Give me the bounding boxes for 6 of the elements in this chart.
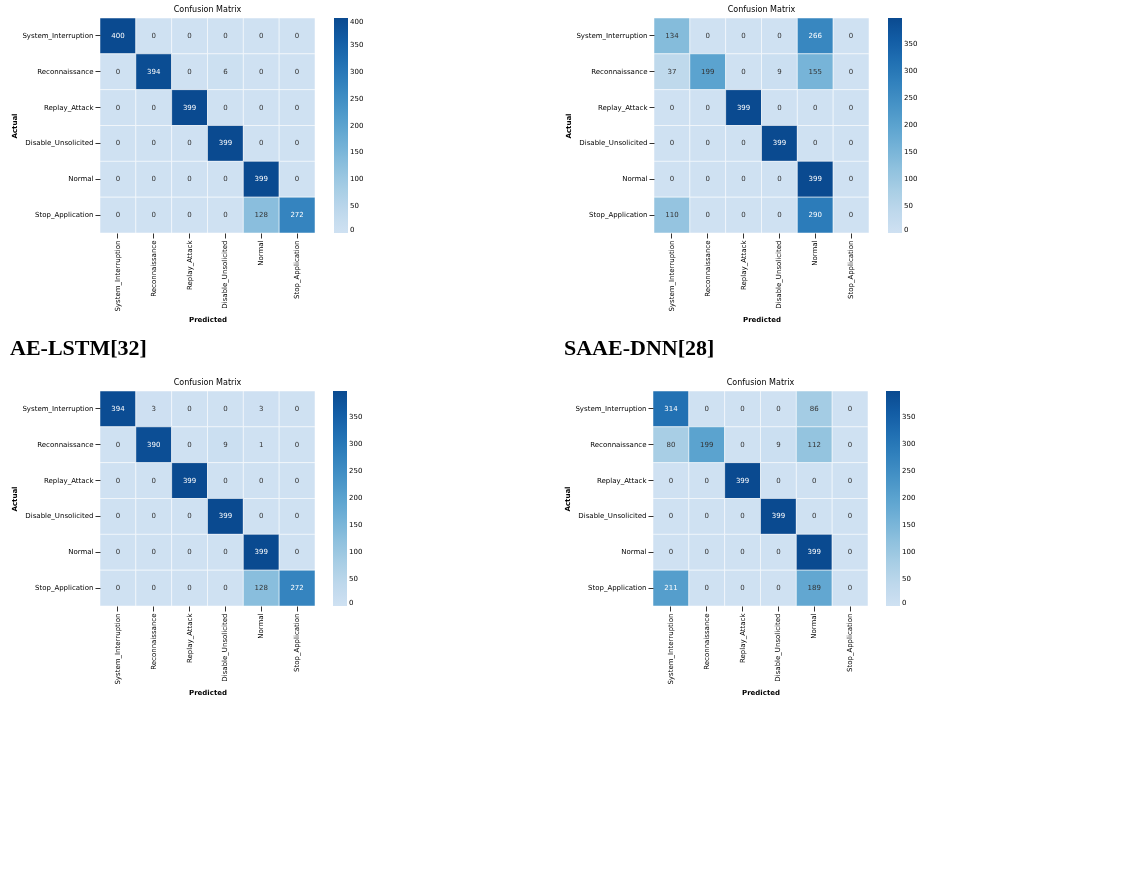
text: AE-LSTM[32]	[10, 335, 147, 360]
chart-title: Confusion Matrix	[173, 377, 242, 387]
chart-title: Confusion Matrix	[173, 4, 242, 14]
text: SAAE-DNN[28]	[564, 335, 715, 360]
chart-title: Confusion Matrix	[726, 377, 795, 387]
chart-title: Confusion Matrix	[727, 4, 796, 14]
